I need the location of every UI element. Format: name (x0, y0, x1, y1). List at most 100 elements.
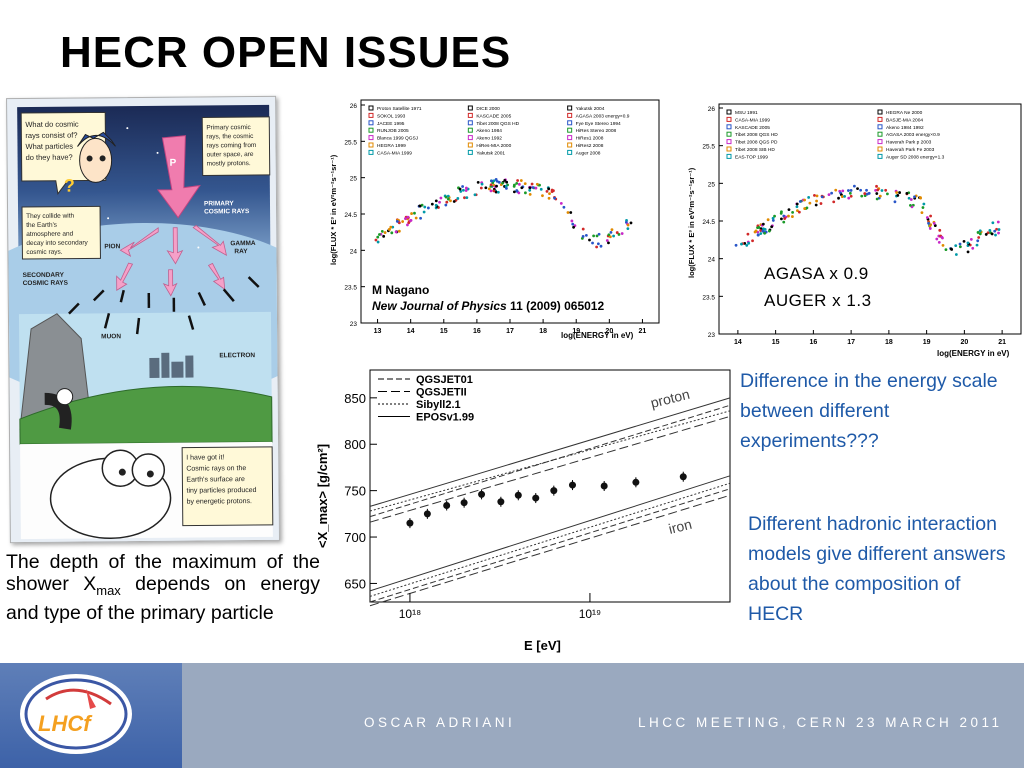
spec2-point (761, 222, 765, 226)
spec2-point (787, 208, 791, 212)
comic-question-text: What do cosmic rays consist of? What par… (25, 120, 81, 162)
spec2-point (783, 217, 787, 220)
spec1-point (464, 186, 468, 190)
spec1-point (496, 190, 500, 194)
spec2-point (782, 220, 786, 224)
spec2-legend-entry: Tibet 2008 QGS PD (735, 140, 778, 146)
comic-got-it-text: I have got it! Cosmic rays on the Earth'… (186, 454, 258, 506)
spec1-point (571, 222, 575, 226)
spec1-ytick-label: 25.5 (344, 139, 357, 146)
spec1-point (492, 179, 496, 183)
spec1-point (626, 223, 630, 227)
spec2-point (762, 227, 765, 231)
xmax-ytick-label: 800 (344, 437, 366, 452)
spec2-point (940, 235, 944, 239)
spec2-xlabel: log(ENERGY in eV) (937, 349, 1010, 358)
spec1-legend-marker (567, 142, 573, 148)
spec2-point (880, 189, 884, 192)
spec2-legend-marker (726, 109, 732, 115)
spec2-point (913, 195, 916, 199)
spec2-point (929, 214, 932, 218)
spec1-point (505, 180, 509, 184)
spec2-point (986, 231, 990, 235)
spec1-point (535, 182, 539, 186)
spec2-point (773, 214, 776, 218)
spec2-xtick-label: 14 (734, 339, 742, 346)
spec2-point (859, 188, 863, 192)
spec1-points (374, 178, 633, 249)
spec1-point (473, 193, 477, 197)
spec2-point (843, 195, 847, 198)
spec2-point (876, 188, 880, 192)
xmax-legend-entry: QGSJET01 (416, 374, 473, 386)
cosmic-ray-comic: What do cosmic rays consist of? What par… (6, 95, 280, 544)
spec2-point (958, 242, 962, 246)
spec2-point (849, 189, 853, 192)
spec1-point (569, 211, 573, 214)
spec2-legend-entry: EAS-TOP 1999 (735, 154, 768, 160)
spec1-legend-entry: HiRes Stereo 2008 (576, 128, 617, 134)
spec1-point (409, 219, 412, 222)
spec2-point (787, 214, 790, 218)
xmax-point (679, 471, 687, 482)
spec2-point (797, 210, 801, 214)
spec1-point (595, 245, 599, 249)
slide-footer: LHCf OSCAR ADRIANI LHCC MEETING, CERN 23… (0, 663, 1024, 768)
spec1-ytick-label: 24 (350, 248, 358, 255)
spec2-point (976, 239, 980, 243)
spec1-xticks: 13 14 15 16 17 18 19 20 21 (374, 319, 646, 335)
spec1-point (528, 192, 532, 196)
reference-citation: M Nagano New Journal of Physics 11 (2009… (369, 282, 645, 316)
spec2-point (966, 241, 970, 245)
spec1-point (426, 206, 430, 210)
spec2-point (807, 196, 811, 199)
spec1-yticks: 26 25.5 25 24.5 24 23.5 23 (344, 103, 365, 328)
spec2-point (771, 219, 775, 222)
spec1-point (566, 211, 570, 214)
spec2-point (958, 245, 962, 249)
spec1-point (452, 200, 456, 203)
spec1-point (449, 199, 452, 203)
spec2-point (763, 231, 767, 235)
xmax-point (423, 508, 431, 519)
xmax-point (550, 485, 558, 496)
spec1-legend-marker (467, 120, 473, 126)
spec2-point (815, 194, 819, 198)
spec2-point (937, 240, 941, 244)
spec2-point (753, 230, 757, 234)
spec1-point (382, 234, 386, 238)
spec1-point (524, 191, 527, 195)
spec2-legend-marker (877, 131, 883, 137)
xmax-point (532, 493, 540, 504)
spec1-point (620, 232, 624, 235)
spec2-point (803, 198, 806, 202)
spec1-legend-entry: RUNJOB 2005 (377, 128, 409, 134)
footer-author: OSCAR ADRIANI (364, 715, 516, 730)
spec1-ylabel: log(FLUX * E³ in eV²m⁻²s⁻¹sr⁻¹) (329, 154, 338, 265)
spec1-point (545, 189, 549, 193)
spec2-point (935, 237, 939, 241)
spec2-point (949, 247, 953, 251)
spec2-yticks: 26 25.5 25 24.5 24 23.5 23 (702, 106, 723, 339)
spec1-point (378, 233, 381, 236)
spec2-point (993, 229, 997, 233)
spec1-point (419, 216, 422, 220)
spec1-point (414, 216, 418, 220)
spec1-point (401, 220, 405, 223)
spec2-legend-marker (726, 153, 732, 159)
spec2-point (909, 198, 913, 201)
spec1-point (504, 186, 508, 190)
spec1-point (610, 228, 614, 232)
spec1-legend-marker (467, 105, 473, 111)
spec1-point (534, 186, 538, 190)
spec2-xtick-label: 20 (960, 339, 968, 346)
spec1-point (456, 197, 460, 200)
spec2-point (975, 243, 979, 247)
spec1-legend-entry: Tibet 2008 QGS HD (476, 121, 519, 127)
spec1-point (528, 188, 532, 192)
spec2-point (795, 205, 799, 209)
xmax-xtick-label: 10¹⁸ (399, 607, 421, 621)
spec1-point (599, 244, 603, 248)
spec2-point (837, 196, 840, 200)
spec1-legend-entry: Akeno 1992 (476, 136, 502, 142)
